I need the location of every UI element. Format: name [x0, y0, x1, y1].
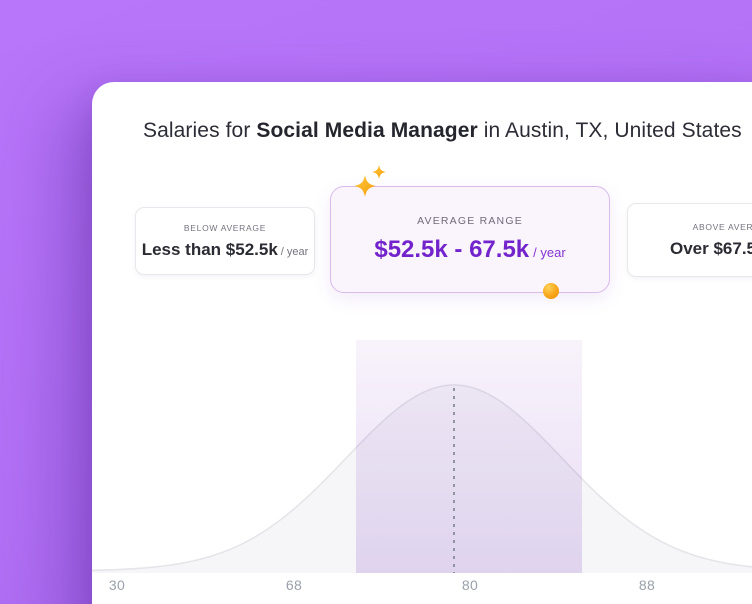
sparkle-small: [372, 165, 386, 179]
below-average-per: / year: [280, 245, 309, 258]
above-average-value: Over $67.5k/ year: [670, 238, 752, 258]
average-range-band: [356, 340, 582, 573]
above-average-card[interactable]: ABOVE AVERAGE Over $67.5k/ year: [627, 203, 752, 277]
x-axis-labels: 30 68 80 88: [92, 577, 752, 597]
average-range-per: / year: [533, 245, 566, 260]
average-range-card[interactable]: AVERAGE RANGE $52.5k - 67.5k / year: [330, 186, 610, 293]
sparkle-large: [354, 175, 376, 197]
average-range-value: $52.5k - 67.5k / year: [374, 236, 566, 263]
below-average-card[interactable]: BELOW AVERAGE Less than $52.5k / year: [135, 207, 315, 275]
title-role: Social Media Manager: [256, 119, 478, 142]
sparkles-icon: [354, 165, 386, 197]
title-prefix: Salaries for: [143, 119, 251, 142]
orange-dot-decoration: [543, 283, 559, 299]
x-axis-label: 88: [638, 577, 656, 593]
average-range-label: AVERAGE RANGE: [417, 215, 523, 227]
salary-distribution-chart: [92, 340, 752, 573]
x-axis-label: 68: [285, 577, 303, 593]
x-axis-label: 30: [108, 577, 126, 593]
title-suffix: in Austin, TX, United States: [483, 119, 742, 142]
page-title: Salaries for Social Media Manager in Aus…: [143, 117, 742, 144]
salary-panel: Salaries for Social Media Manager in Aus…: [92, 82, 752, 604]
x-axis-label: 80: [461, 577, 479, 593]
above-average-label: ABOVE AVERAGE: [692, 221, 752, 232]
below-average-value: Less than $52.5k / year: [141, 239, 309, 259]
below-average-label: BELOW AVERAGE: [183, 222, 267, 233]
